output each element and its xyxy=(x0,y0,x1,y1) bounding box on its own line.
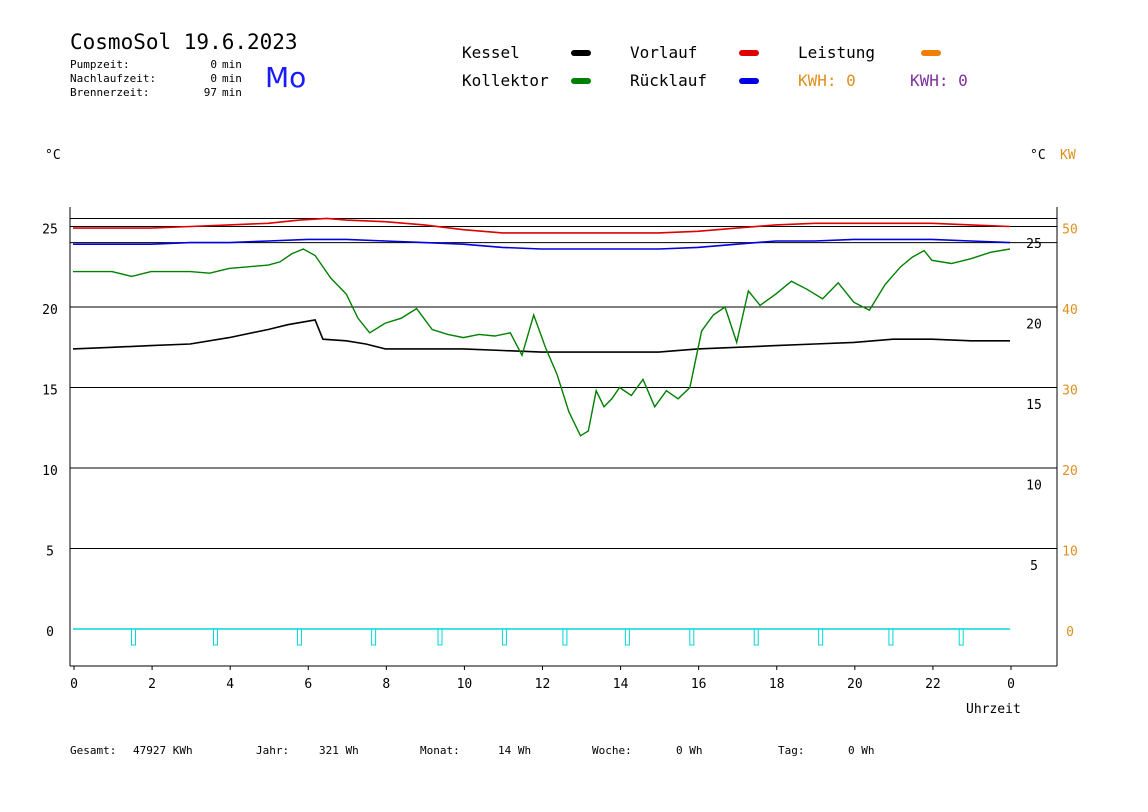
y-tick-left: 0 xyxy=(46,625,54,640)
legend-kessel-swatch xyxy=(571,50,591,56)
pulse-marker xyxy=(818,628,824,646)
x-tick-label: 6 xyxy=(304,677,312,692)
x-tick-label: 18 xyxy=(769,677,785,692)
pulse-marker xyxy=(371,628,377,646)
x-tick-label: 12 xyxy=(535,677,551,692)
y-tick-right-kw: 0 xyxy=(1066,625,1074,640)
burner-time-unit: min xyxy=(222,86,242,99)
x-tick-label: 16 xyxy=(691,677,707,692)
x-tick-label: 22 xyxy=(925,677,941,692)
legend-kollektor-swatch xyxy=(571,78,591,84)
legend-ruecklauf-swatch xyxy=(739,78,759,84)
footer-year-label: Jahr: xyxy=(256,744,290,757)
x-tick-label: 0 xyxy=(70,677,78,692)
x-tick-label: 20 xyxy=(847,677,863,692)
pulse-marker xyxy=(562,628,568,646)
y-tick-right-celsius: 20 xyxy=(1026,318,1042,333)
footer-week-label: Woche: xyxy=(592,744,632,757)
pulse-marker xyxy=(131,628,137,646)
afterrun-time-unit: min xyxy=(222,72,242,85)
pulse-marker xyxy=(624,628,630,646)
legend-kwh-orange: KWH: 0 xyxy=(798,71,856,90)
y-tick-right-celsius: 15 xyxy=(1026,398,1042,413)
legend-vorlauf-swatch xyxy=(739,50,759,56)
y-tick-right-kw: 40 xyxy=(1062,303,1078,318)
burner-time-row: Brennerzeit: 97 min xyxy=(70,86,242,99)
y-tick-right-kw: 20 xyxy=(1062,464,1078,479)
right-axis-unit-celsius: °C xyxy=(1030,148,1046,163)
y-tick-left: 20 xyxy=(42,303,58,318)
y-tick-left: 25 xyxy=(42,223,58,238)
series-kessel xyxy=(72,319,1010,353)
pulse-marker xyxy=(689,628,695,646)
pump-time-label: Pumpzeit: xyxy=(70,58,130,71)
legend-ruecklauf-label: Rücklauf xyxy=(630,71,708,90)
y-tick-right-kw: 50 xyxy=(1062,223,1078,238)
y-tick-left: 10 xyxy=(42,464,58,479)
y-tick-right-kw: 10 xyxy=(1062,545,1078,560)
footer-month-value: 14 Wh xyxy=(498,744,532,757)
legend-kwh-purple: KWH: 0 xyxy=(910,71,968,90)
footer-total-label: Gesamt: xyxy=(70,744,117,757)
afterrun-time-label: Nachlaufzeit: xyxy=(70,72,157,85)
pulse-marker xyxy=(501,628,507,646)
series-ruecklauf xyxy=(73,238,1011,250)
pulse-marker xyxy=(213,628,219,646)
legend-kollektor-label: Kollektor xyxy=(462,71,549,90)
series-kollektor xyxy=(73,248,1011,437)
footer-year-value: 321 Wh xyxy=(319,744,359,757)
pump-time-unit: min xyxy=(222,58,242,71)
burner-time-label: Brennerzeit: xyxy=(70,86,150,99)
y-tick-right-celsius: 5 xyxy=(1030,559,1038,574)
x-tick-label: 0 xyxy=(1007,677,1015,692)
footer-month-label: Monat: xyxy=(420,744,460,757)
y-tick-right-celsius: 10 xyxy=(1026,479,1042,494)
weekday-label: Mo xyxy=(265,61,307,94)
legend-vorlauf-label: Vorlauf xyxy=(630,43,698,62)
footer-day-label: Tag: xyxy=(778,744,805,757)
y-tick-right-celsius: 25 xyxy=(1026,237,1042,252)
y-tick-left: 5 xyxy=(46,545,54,560)
burner-time-value: 97 xyxy=(203,86,217,99)
footer-total-value: 47927 KWh xyxy=(133,744,193,757)
legend-leistung-swatch xyxy=(921,50,941,56)
chart-title: CosmoSol 19.6.2023 xyxy=(70,30,298,54)
x-tick-label: 4 xyxy=(226,677,234,692)
x-tick-label: 14 xyxy=(613,677,629,692)
x-tick-label: 10 xyxy=(457,677,473,692)
legend-kessel-label: Kessel xyxy=(462,43,520,62)
x-tick-label: 2 xyxy=(148,677,156,692)
x-axis-title: Uhrzeit xyxy=(966,702,1021,717)
afterrun-time-value: 0 xyxy=(210,72,217,85)
pulse-marker xyxy=(437,628,443,646)
right-axis-unit-kw: KW xyxy=(1060,148,1076,163)
series-vorlauf xyxy=(73,217,1011,234)
pump-time-value: 0 xyxy=(210,58,217,71)
x-tick-label: 8 xyxy=(382,677,390,692)
legend-leistung-label: Leistung xyxy=(798,43,876,62)
pulse-marker xyxy=(753,628,759,646)
pulse-marker xyxy=(888,628,894,646)
left-axis-unit: °C xyxy=(45,148,61,163)
footer-day-value: 0 Wh xyxy=(848,744,875,757)
pulse-marker xyxy=(958,628,964,646)
y-tick-left: 15 xyxy=(42,384,58,399)
footer-week-value: 0 Wh xyxy=(676,744,703,757)
afterrun-time-row: Nachlaufzeit: 0 min xyxy=(70,72,242,85)
pulse-marker xyxy=(296,628,302,646)
pump-time-row: Pumpzeit: 0 min xyxy=(70,58,242,71)
y-tick-right-kw: 30 xyxy=(1062,384,1078,399)
